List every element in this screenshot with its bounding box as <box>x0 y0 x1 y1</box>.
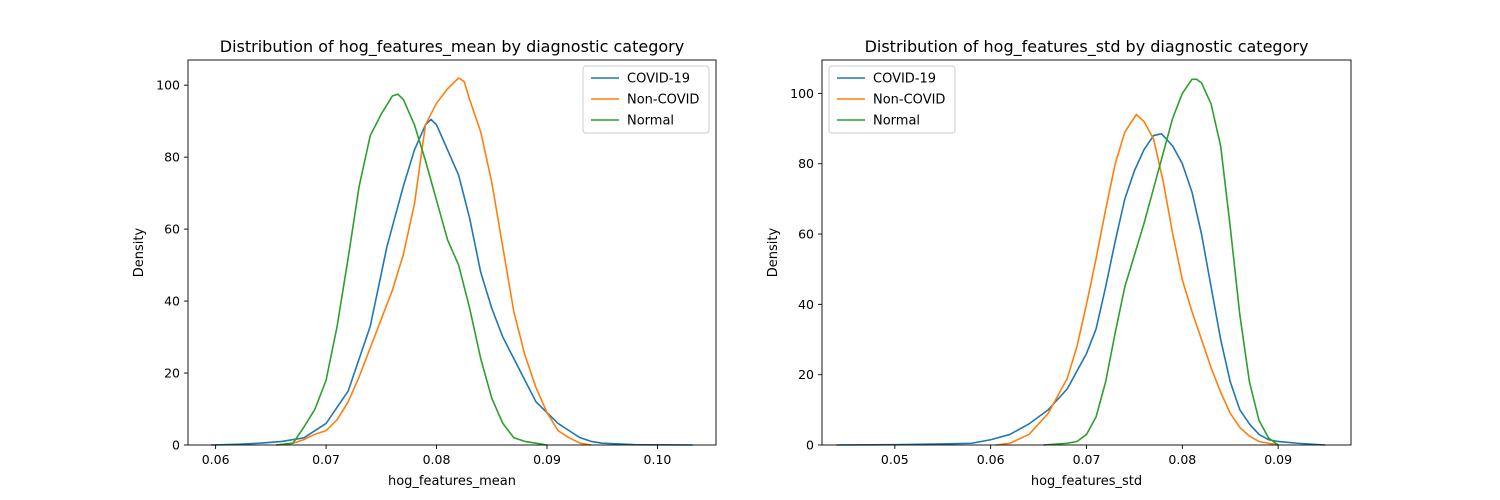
legend-label: Normal <box>873 114 920 129</box>
x-tick-label: 0.09 <box>1264 452 1292 467</box>
legend-box <box>828 65 956 134</box>
legend-box <box>582 65 710 134</box>
x-tick-label: 0.08 <box>423 452 451 467</box>
y-tick-label: 0 <box>172 438 180 453</box>
x-tick-label: 0.05 <box>881 452 909 467</box>
legend-label: Normal <box>627 114 674 129</box>
y-tick-label: 60 <box>164 222 180 237</box>
x-tick-label: 0.07 <box>312 452 340 467</box>
x-tick-label: 0.09 <box>533 452 561 467</box>
series-line-2 <box>276 77 592 446</box>
y-tick-label: 40 <box>798 297 814 312</box>
legend-label: COVID-19 <box>873 72 936 87</box>
legend-label: COVID-19 <box>627 72 690 87</box>
x-tick-label: 0.08 <box>1168 452 1196 467</box>
x-tick-label: 0.10 <box>644 452 672 467</box>
y-tick-label: 20 <box>164 366 180 381</box>
y-tick-label: 80 <box>164 150 180 165</box>
chart-panel-2: 0.05 0.06 0.07 0.08 0.09 0 20 40 60 80 100 Distribu… <box>766 37 1352 489</box>
y-tick-label: 100 <box>156 78 180 93</box>
series-line-3 <box>276 93 548 446</box>
y-axis-label: Density <box>132 227 147 277</box>
y-tick-label: 100 <box>790 86 814 101</box>
legend: COVID-19 Non-COVID Normal <box>828 65 956 134</box>
x-axis-label: hog_features_std <box>1031 474 1142 489</box>
y-tick-label: 40 <box>164 294 180 309</box>
legend-label: Non-COVID <box>873 93 945 108</box>
x-tick-label: 0.06 <box>977 452 1005 467</box>
y-tick-label: 80 <box>798 156 814 171</box>
y-tick-label: 60 <box>798 227 814 242</box>
y-tick-label: 20 <box>798 367 814 382</box>
legend-label: Non-COVID <box>627 93 699 108</box>
chart-panel-1: 0.06 0.07 0.08 0.09 0.10 0 20 40 60 80 100 Distribu… <box>132 37 717 489</box>
series-line-1 <box>211 118 693 446</box>
series-line-1 <box>836 133 1326 446</box>
x-tick-label: 0.07 <box>1073 452 1101 467</box>
y-axis-label: Density <box>766 227 781 277</box>
y-tick-label: 0 <box>806 438 814 453</box>
series-line-3 <box>1043 78 1279 446</box>
axes-frame <box>187 59 717 446</box>
chart-title: Distribution of hog_features_mean by dia… <box>220 37 684 57</box>
series-line-2 <box>995 113 1279 446</box>
x-tick-label: 0.06 <box>202 452 230 467</box>
legend: COVID-19 Non-COVID Normal <box>582 65 710 134</box>
x-axis-label: hog_features_mean <box>388 474 516 489</box>
chart-title: Distribution of hog_features_std by diag… <box>865 37 1309 57</box>
